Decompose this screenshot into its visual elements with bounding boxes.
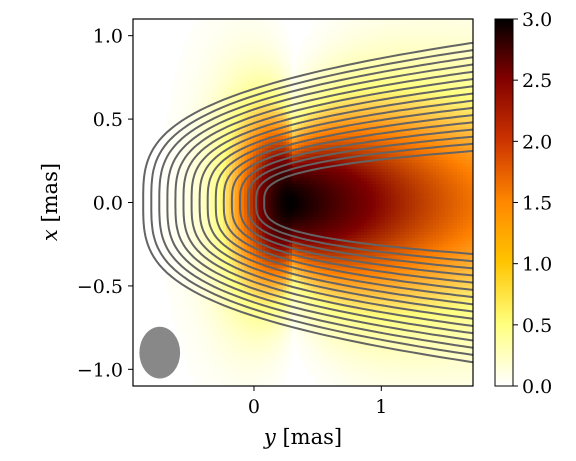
contour-line bbox=[190, 85, 473, 320]
colorbar-tick-label: 0.5 bbox=[522, 315, 552, 337]
contour-line bbox=[142, 41, 473, 364]
x-tick-label: 1 bbox=[375, 396, 387, 418]
x-axis-label: y [mas] bbox=[263, 425, 342, 449]
contour-line bbox=[206, 99, 473, 306]
colorbar-tick-label: 2.0 bbox=[522, 131, 552, 153]
contour-line bbox=[214, 106, 473, 299]
y-tick-label: 1.0 bbox=[93, 26, 123, 48]
y-tick-label: 0.0 bbox=[93, 193, 123, 215]
y-axis: 1.0 0.5 0.0 −0.5 −1.0 bbox=[77, 26, 133, 381]
contour-line bbox=[174, 70, 473, 335]
plot-area bbox=[132, 18, 474, 387]
colorbar-tick-label: 2.5 bbox=[522, 70, 552, 92]
x-tick-label: 0 bbox=[248, 396, 260, 418]
y-tick-label: −0.5 bbox=[77, 276, 123, 298]
contour-line bbox=[150, 49, 473, 356]
colorbar-gradient bbox=[495, 19, 513, 386]
contour-line bbox=[230, 121, 473, 284]
contour-line bbox=[182, 78, 473, 327]
colorbar-tick-label: 0.0 bbox=[522, 376, 552, 398]
contour-line bbox=[255, 142, 473, 263]
contour-line bbox=[239, 128, 473, 277]
colorbar-tick-label: 1.0 bbox=[522, 254, 552, 276]
colorbar-ticks: 0.0 0.5 1.0 1.5 2.0 2.5 3.0 bbox=[513, 9, 552, 398]
contour-line bbox=[198, 92, 473, 313]
y-axis-label: x [mas] bbox=[38, 163, 62, 241]
contour-line bbox=[158, 56, 473, 349]
colorbar-tick-label: 1.5 bbox=[522, 193, 552, 215]
contour-line bbox=[166, 63, 473, 342]
y-tick-label: −1.0 bbox=[77, 359, 123, 381]
y-tick-label: 0.5 bbox=[93, 109, 123, 131]
beam-ellipse bbox=[139, 326, 181, 379]
contour-line bbox=[263, 149, 473, 256]
contour-lines bbox=[142, 41, 473, 364]
contour-line bbox=[247, 135, 473, 270]
colorbar-tick-label: 3.0 bbox=[522, 9, 552, 31]
contour-line bbox=[222, 114, 473, 291]
colorbar: 0.0 0.5 1.0 1.5 2.0 2.5 3.0 bbox=[494, 9, 552, 398]
